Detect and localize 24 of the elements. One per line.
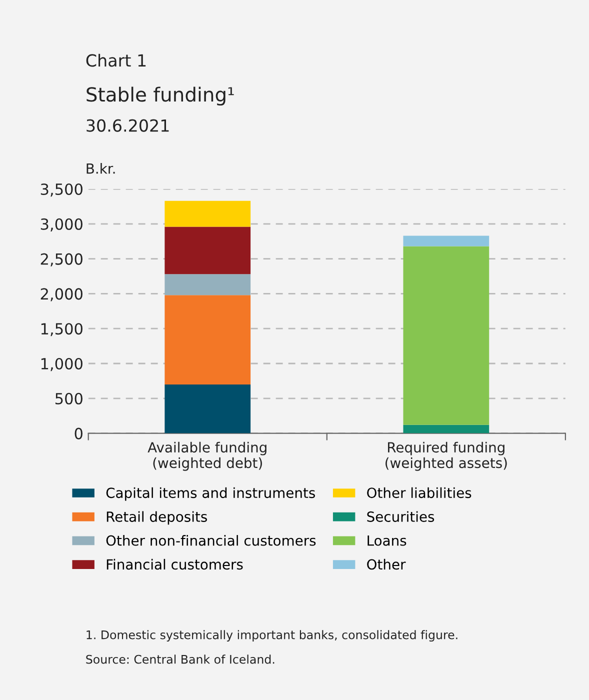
legend-label: Securities [367, 511, 434, 522]
y-tick-label: 2,000 [40, 288, 82, 302]
legend-label: Capital items and instruments [106, 487, 315, 501]
chart-title: Chart 1 [86, 54, 146, 67]
text: 30.6.2021 [86, 119, 169, 132]
chart-subtitle: Stable funding¹ [86, 86, 234, 106]
y-tick-label: 0 [74, 428, 82, 440]
text: 1. Domestic systemically important banks, consolidated figure. [86, 630, 458, 642]
x-tick-label: Available funding (weighted debt) [148, 442, 266, 471]
x-tick-label: Required funding (weighted assets) [386, 442, 507, 471]
y-tick-label: 3,000 [40, 218, 82, 232]
y-tick-label: 1,000 [41, 358, 82, 372]
legend-label: Other non-financial customers [106, 535, 316, 546]
legend-label: Other [367, 558, 406, 570]
y-axis-title: B.kr. [86, 163, 115, 174]
legend-label: Retail deposits [106, 511, 207, 525]
y-tick-label: 500 [56, 392, 82, 404]
legend-label: Loans [368, 535, 406, 546]
legend-label: Financial customers [106, 558, 243, 570]
legend-label: Other liabilities [367, 487, 472, 498]
y-tick-label: 2,500 [40, 253, 82, 266]
y-tick-label: 1,500 [41, 323, 82, 336]
source-note: Source: Central Bank of Iceland. [86, 654, 274, 664]
y-tick-label: 3,500 [40, 183, 82, 197]
